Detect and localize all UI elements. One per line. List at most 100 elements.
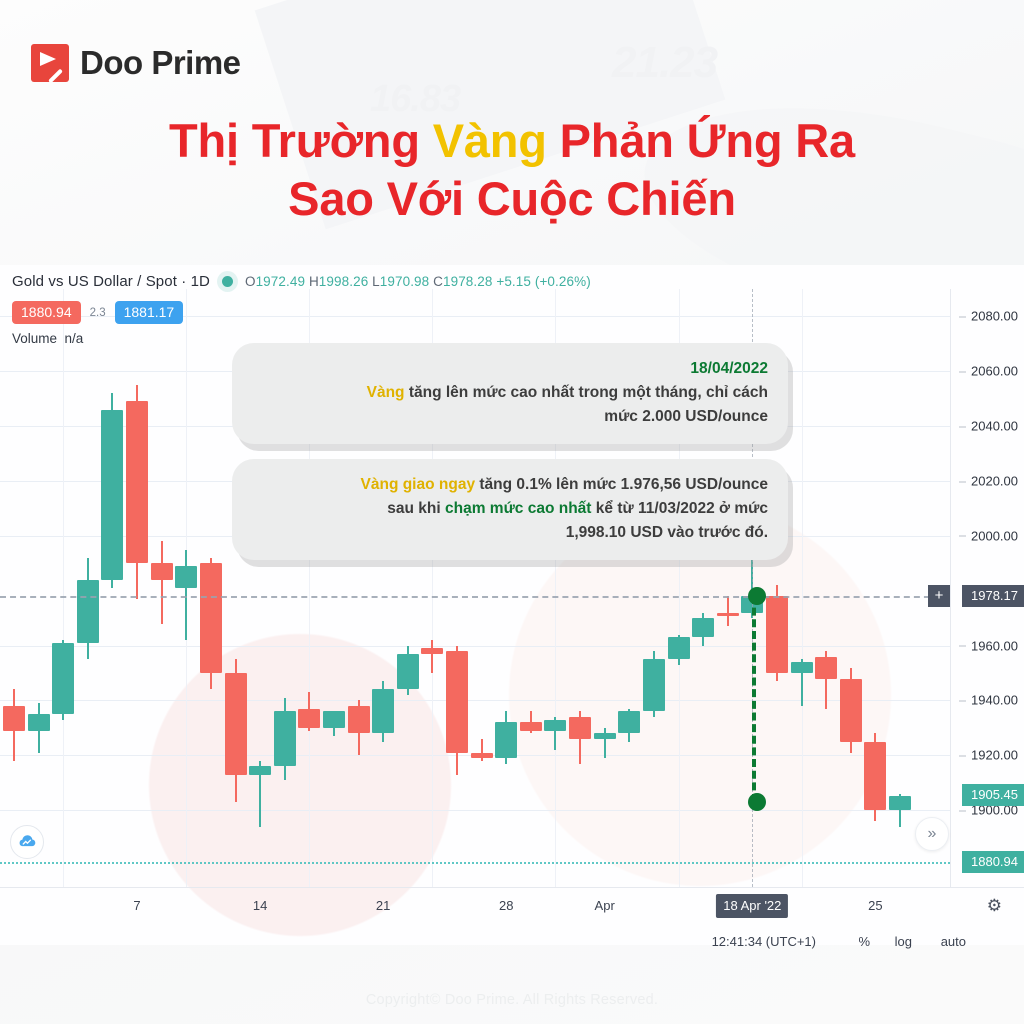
candle-body xyxy=(126,401,149,564)
price-line-cursor xyxy=(0,595,950,598)
time-axis-tick: 25 xyxy=(868,898,883,913)
candle-body xyxy=(618,711,641,734)
ohlc-high-label: H xyxy=(308,274,319,289)
price-badge-last[interactable]: 1905.45 xyxy=(962,784,1024,807)
volume-legend: Volume n/a xyxy=(12,331,83,346)
chart-symbol-label[interactable]: Gold vs US Dollar / Spot · 1D xyxy=(12,273,210,290)
candle-body xyxy=(544,719,567,731)
ohlc-low-value: 1970.98 xyxy=(379,274,430,289)
candle-body xyxy=(421,648,444,654)
price-axis-tick: 2080.00 xyxy=(959,309,1018,324)
candle-body xyxy=(839,678,862,742)
candle-wick xyxy=(480,738,483,761)
watermark-number-2: 21.23 xyxy=(612,38,718,87)
candle-body xyxy=(27,714,50,731)
annotation-1-date: 18/04/2022 xyxy=(690,360,768,377)
candle-body xyxy=(52,642,75,715)
brand-name: Doo Prime xyxy=(80,44,241,81)
candle-body xyxy=(495,722,518,759)
auto-scale-button[interactable]: auto xyxy=(940,934,966,949)
grid-line-vertical xyxy=(679,289,680,887)
headline-gold-word: Vàng xyxy=(432,114,547,167)
candle-wick xyxy=(160,541,163,624)
price-axis-tick: 1900.00 xyxy=(959,803,1018,818)
price-badge-bid[interactable]: 1880.94 xyxy=(962,851,1024,874)
chart-status-bar: 12:41:34 (UTC+1) % log auto xyxy=(0,923,1024,965)
grid-line-vertical xyxy=(309,289,310,887)
add-alert-plus-button[interactable]: + xyxy=(928,584,950,607)
annotation-2-text-1: tăng 0.1% lên mức 1.976,56 USD/ounce xyxy=(475,476,768,493)
cloud-chart-glyph xyxy=(19,835,36,847)
cloud-chart-icon[interactable] xyxy=(10,825,44,859)
volume-value: n/a xyxy=(64,331,84,346)
annotation-2-gold: Vàng giao ngay xyxy=(360,476,476,493)
event-marker-dot-top[interactable] xyxy=(748,586,767,605)
gear-icon[interactable]: ⚙ xyxy=(986,896,1002,915)
candle-body xyxy=(298,708,321,728)
ask-price-badge[interactable]: 1881.17 xyxy=(114,301,184,324)
time-axis-tick: 7 xyxy=(133,898,141,913)
headline-1a: Thị Trường xyxy=(169,114,433,167)
annotation-2-mid-a: sau khi xyxy=(387,500,445,518)
headline-1b: Phản Ứng Ra xyxy=(546,114,856,167)
tick-dash xyxy=(959,700,966,702)
bid-price-badge[interactable]: 1880.94 xyxy=(12,301,81,324)
candle-body xyxy=(864,741,887,811)
grid-line-horizontal xyxy=(0,645,950,647)
time-axis-tick: 28 xyxy=(498,898,514,913)
chart-clock: 12:41:34 (UTC+1) xyxy=(711,934,816,949)
candle-body xyxy=(667,637,690,660)
chart-plot-area[interactable] xyxy=(0,289,950,887)
candle-wick xyxy=(259,760,262,827)
scroll-to-realtime-icon[interactable]: » xyxy=(915,817,949,851)
percent-scale-button[interactable]: % xyxy=(858,934,870,949)
candle-body xyxy=(470,752,493,759)
tick-dash xyxy=(959,371,966,373)
page-title: Thị Trường Vàng Phản Ứng Ra Sao Với Cuộc… xyxy=(0,112,1024,229)
candle-body xyxy=(446,651,468,753)
spread-value: 2.3 xyxy=(89,306,106,319)
candle-body xyxy=(396,653,419,690)
candle-body xyxy=(199,563,222,674)
candle-wick xyxy=(431,640,434,674)
event-marker-line xyxy=(748,586,767,811)
price-axis-tick: 1960.00 xyxy=(959,638,1018,653)
grid-line-vertical xyxy=(432,289,433,887)
trading-chart[interactable]: Gold vs US Dollar / Spot · 1D O1972.49 H… xyxy=(0,265,1024,949)
tick-dash xyxy=(959,535,966,537)
ohlc-values: O1972.49 H1998.26 L1970.98 C1978.28 +5.1… xyxy=(245,274,591,289)
candle-wick xyxy=(825,651,828,709)
log-scale-button[interactable]: log xyxy=(894,934,912,949)
price-axis-tick: 2000.00 xyxy=(959,528,1018,543)
ohlc-open-label: O xyxy=(244,274,256,289)
price-axis-tick: 2040.00 xyxy=(959,419,1018,434)
grid-line-vertical xyxy=(802,289,803,887)
candle-body xyxy=(519,722,542,731)
tick-dash xyxy=(959,316,966,318)
candle-wick xyxy=(185,549,188,641)
annotation-2-mid-b: kể từ 11/03/2022 ở mức xyxy=(591,500,768,518)
tick-dash xyxy=(959,645,966,647)
annotation-card-1: 18/04/2022 Vàng tăng lên mức cao nhất tr… xyxy=(232,343,788,445)
price-badge-cursor[interactable]: 1978.17 xyxy=(962,584,1024,607)
annotation-2-text-2: 1,998.10 USD vào trước đó. xyxy=(565,524,768,542)
candle-body xyxy=(101,409,124,580)
candle-body xyxy=(175,566,198,588)
live-dot-icon xyxy=(221,276,233,287)
candle-body xyxy=(569,716,592,739)
price-axis-tick: 2020.00 xyxy=(959,474,1018,489)
time-axis-tick: 21 xyxy=(375,898,391,913)
tick-dash xyxy=(959,810,966,812)
tick-dash xyxy=(959,426,966,428)
grid-line-vertical xyxy=(63,289,64,887)
candle-body xyxy=(716,612,739,616)
candle-body xyxy=(76,579,99,643)
event-marker-dot-bottom[interactable] xyxy=(748,792,767,811)
price-axis-tick: 1920.00 xyxy=(959,748,1018,763)
candle-wick xyxy=(800,659,803,706)
candle-wick xyxy=(554,716,557,750)
ohlc-high-value: 1998.26 xyxy=(318,274,369,289)
price-axis[interactable]: 2080.00 2060.00 2040.00 2020.00 2000.00 1960.… xyxy=(950,289,1024,887)
